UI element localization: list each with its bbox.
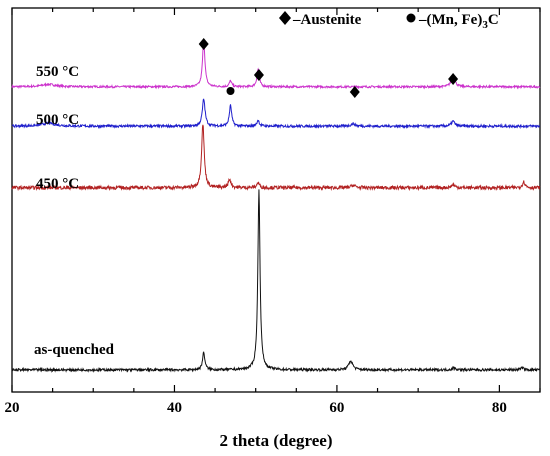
series-line-2 (11, 124, 541, 192)
x-tick-label-60: 60 (329, 400, 344, 416)
x-tick-label-80: 80 (492, 400, 507, 416)
peak-marker-diamond-4 (448, 73, 459, 85)
legend-circle-icon (406, 13, 416, 23)
x-tick-label-20: 20 (5, 400, 20, 416)
tick-layer: 20 40 60 80 (5, 8, 541, 416)
series-line-0 (11, 40, 541, 90)
peak-marker-diamond-3 (349, 86, 360, 98)
x-tick-label-40: 40 (167, 400, 182, 416)
series-label-2: 450 °C (36, 176, 79, 192)
legend: –Austenite –(Mn, Fe)3C (279, 11, 499, 31)
label-layer: 550 °C 500 °C 450 °C as-quenched (34, 64, 115, 358)
x-axis-label: 2 theta (degree) (220, 431, 333, 450)
plot-frame (11, 7, 541, 393)
peak-marker-diamond-2 (253, 69, 264, 81)
series-label-1: 500 °C (36, 112, 79, 128)
legend-diamond-icon (279, 11, 291, 25)
peak-marker-diamond-0 (198, 38, 209, 50)
legend-subscript: 3 (482, 19, 488, 31)
legend-entry-austenite: –Austenite (292, 12, 362, 28)
series-label-3: as-quenched (34, 342, 115, 358)
series-line-3 (11, 189, 541, 373)
series-label-0: 550 °C (36, 64, 79, 80)
marker-layer (198, 38, 459, 98)
series-line-1 (11, 98, 541, 130)
legend-entry-carbide: –(Mn, Fe)3C (418, 12, 499, 31)
peak-marker-circle-1 (226, 87, 235, 95)
series-layer (11, 40, 541, 373)
